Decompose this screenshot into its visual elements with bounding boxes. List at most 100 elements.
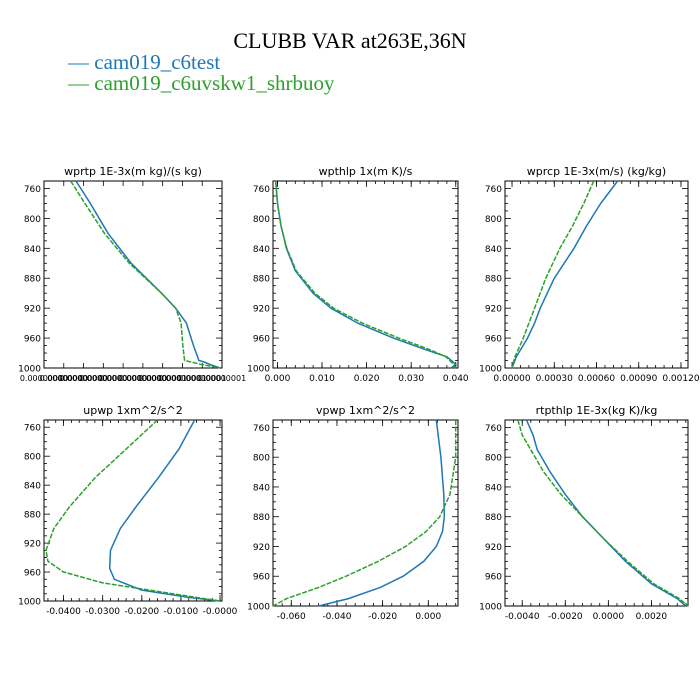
x-tick-label: 0.00030: [536, 374, 573, 384]
x-tick-label: 0.00000001: [198, 374, 246, 383]
y-tick-label: 920: [253, 543, 270, 553]
y-tick-label: 960: [253, 573, 270, 583]
panel-title: rtpthlp 1E-3x(kg K)/kg: [536, 404, 658, 417]
series-c6uvskw1-shrbuoy-line: [274, 180, 457, 369]
x-tick-label: 0.00000000: [59, 374, 107, 383]
y-tick-label: 840: [253, 483, 270, 493]
y-tick-label: 840: [24, 245, 41, 255]
panel-4: upwp 1xm^2/s^2 760 800 840 880 920 960 1000 -0.0…: [18, 404, 238, 617]
y-tick-label: 840: [24, 482, 41, 492]
y-tick-label: 920: [24, 305, 41, 315]
panel-title: wpthlp 1x(m K)/s: [319, 165, 413, 178]
x-tick-label: 0.000: [265, 374, 291, 384]
panel-3: wprcp 1E-3x(m/s) (kg/kg) 760 800 840 880 920 9…: [479, 165, 700, 384]
legend-label: cam019_c6uvskw1_shrbuoy: [94, 71, 335, 95]
y-tick-label: 960: [24, 569, 41, 579]
y-tick-label: 760: [24, 424, 41, 434]
panel-2: wpthlp 1x(m K)/s76080084088092096010000.…: [247, 165, 469, 384]
plot-frame: [43, 180, 223, 369]
x-tick-label: -0.0100: [164, 607, 199, 617]
y-tick-label: 800: [24, 215, 41, 225]
series-c6uvskw1-shrbuoy-line: [45, 419, 221, 602]
y-tick-label: 760: [253, 185, 270, 195]
y-tick-label: 760: [24, 185, 41, 195]
y-tick-label: 1000: [479, 365, 502, 375]
plot-frame: [272, 419, 459, 607]
x-tick-label: 0.0020: [636, 612, 668, 622]
y-tick-label: 920: [485, 543, 502, 553]
series-c6test-line: [274, 180, 457, 369]
x-tick-label: 0.00000001: [178, 374, 226, 383]
panel-title: wprtp 1E-3x(m kg)/(s kg): [64, 165, 202, 178]
panel-title: vpwp 1xm^2/s^2: [316, 404, 415, 417]
series-c6uvskw1-shrbuoy-line: [272, 420, 457, 607]
x-tick-label: -0.0200: [124, 607, 159, 617]
x-tick-label: 0.00060: [578, 374, 615, 384]
y-tick-label: 800: [485, 454, 502, 464]
x-tick-label: -0.0040: [505, 612, 540, 622]
y-tick-label: 760: [253, 424, 270, 434]
y-tick-label: 880: [485, 275, 502, 285]
legend-label: cam019_c6test: [94, 50, 221, 74]
y-tick-label: 960: [485, 335, 502, 345]
x-tick-label: 0.00000000: [20, 374, 68, 383]
y-tick-label: 880: [253, 275, 270, 285]
x-tick-label: 0.00000001: [138, 374, 186, 383]
x-tick-label: 0.00000001: [158, 374, 206, 383]
y-tick-label: 920: [253, 305, 270, 315]
page-title: CLUBB VAR at263E,36N: [233, 28, 467, 53]
x-tick-label: 0.00000000: [79, 374, 127, 383]
legend-entry-c6uvskw1-shrbuoy: — cam019_c6uvskw1_shrbuoy: [68, 71, 335, 96]
y-tick-label: 840: [485, 483, 502, 493]
y-tick-label: 960: [485, 573, 502, 583]
series-c6uvskw1-shrbuoy-line: [511, 180, 595, 369]
plot-frame: [272, 180, 459, 369]
y-tick-label: 1000: [18, 365, 41, 375]
legend-dash: —: [68, 71, 95, 95]
series-c6uvskw1-shrbuoy-line: [517, 419, 689, 607]
y-tick-label: 1000: [247, 603, 270, 613]
y-tick-label: 920: [485, 305, 502, 315]
x-tick-label: -0.060: [277, 612, 306, 622]
series-c6test-line: [108, 419, 221, 602]
x-tick-label: 0.00090: [620, 374, 657, 384]
y-tick-label: 880: [485, 513, 502, 523]
legend-dash: —: [68, 50, 95, 74]
plot-frame: [43, 419, 223, 602]
panel-5: vpwp 1xm^2/s^2 760 800 840 880 920 960 1000 -0.0…: [247, 404, 459, 622]
y-tick-label: 880: [24, 275, 41, 285]
x-tick-label: -0.0400: [46, 607, 81, 617]
y-tick-label: 1000: [247, 365, 270, 375]
y-tick-label: 760: [485, 185, 502, 195]
panel-1: wprtp 1E-3x(m kg)/(s kg) 760 800 840 880 920 9…: [18, 165, 246, 383]
plot-frame: [504, 419, 689, 607]
x-tick-label: -0.020: [368, 612, 397, 622]
panel-title: upwp 1xm^2/s^2: [83, 404, 183, 417]
y-tick-label: 880: [24, 511, 41, 521]
x-tick-label: -0.0020: [548, 612, 583, 622]
y-tick-label: 800: [253, 215, 270, 225]
y-tick-label: 960: [24, 335, 41, 345]
x-tick-label: 0.00000: [493, 374, 530, 384]
x-tick-label: -0.040: [322, 612, 351, 622]
series-c6uvskw1-shrbuoy-line: [70, 180, 221, 369]
x-tick-label: 0.00000000: [99, 374, 147, 383]
y-tick-label: 960: [253, 335, 270, 345]
y-tick-label: 800: [253, 454, 270, 464]
series-c6test-line: [75, 180, 221, 369]
x-tick-label: 0.00000000: [40, 374, 88, 383]
legend-entry-c6test: — cam019_c6test: [68, 50, 220, 75]
series-c6test-line: [525, 419, 687, 607]
y-tick-label: 800: [485, 215, 502, 225]
x-tick-label: 0.010: [309, 374, 335, 384]
x-tick-label: 0.0000: [593, 612, 625, 622]
panel-title: wprcp 1E-3x(m/s) (kg/kg): [527, 165, 666, 178]
series-c6test-line: [511, 180, 619, 369]
y-tick-label: 880: [253, 513, 270, 523]
y-tick-label: 840: [485, 245, 502, 255]
x-tick-label: -0.0300: [85, 607, 120, 617]
x-tick-label: 0.020: [354, 374, 380, 384]
series-c6test-line: [318, 419, 446, 607]
x-tick-label: 0.00120: [662, 374, 699, 384]
